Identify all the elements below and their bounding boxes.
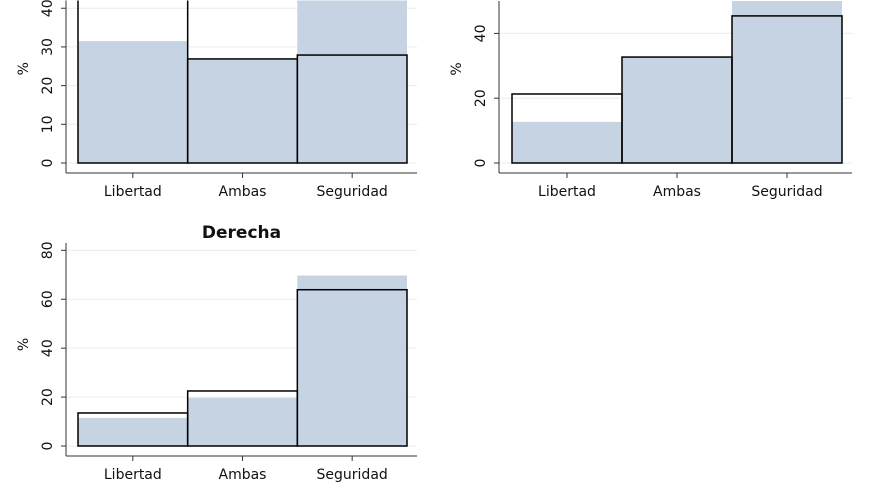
bar bbox=[78, 417, 188, 446]
bar bbox=[187, 397, 298, 446]
x-tick-label: Ambas bbox=[219, 184, 267, 200]
x-tick-label: Ambas bbox=[219, 467, 267, 483]
y-tick-label: 60 bbox=[40, 290, 56, 308]
x-tick-label: Seguridad bbox=[751, 184, 822, 200]
y-tick-label: 80 bbox=[40, 241, 56, 259]
bar bbox=[296, 54, 408, 164]
y-tick-label: 0 bbox=[40, 442, 56, 451]
panel: 0 20 40 Libertad Ambas Seguridad% bbox=[449, 1, 852, 200]
y-tick-label: 0 bbox=[40, 159, 56, 168]
x-tick-label: Libertad bbox=[104, 184, 162, 200]
bar bbox=[296, 288, 408, 447]
x-tick-label: Seguridad bbox=[317, 467, 388, 483]
bar bbox=[78, 41, 188, 163]
panel: 0 10 20 30 40 Libertad Ambas Seguridad% bbox=[16, 0, 417, 200]
y-tick-label: 30 bbox=[40, 38, 56, 56]
x-tick-label: Libertad bbox=[538, 184, 596, 200]
bar bbox=[622, 57, 732, 163]
x-tick-label: Ambas bbox=[653, 184, 701, 200]
y-axis-label: % bbox=[16, 62, 32, 75]
y-tick-label: 20 bbox=[40, 388, 56, 406]
y-tick-label: 0 bbox=[473, 159, 489, 168]
y-tick-label: 40 bbox=[473, 24, 489, 42]
y-tick-label: 40 bbox=[40, 0, 56, 17]
chart-title: Derecha bbox=[202, 223, 281, 243]
bar bbox=[731, 15, 843, 164]
x-tick-label: Libertad bbox=[104, 467, 162, 483]
bar bbox=[187, 58, 298, 163]
y-tick-label: 40 bbox=[40, 339, 56, 357]
panel: 0 20 40 60 80 Libertad Ambas Seguridad% Derecha bbox=[16, 223, 417, 483]
x-tick-label: Seguridad bbox=[317, 184, 388, 200]
y-tick-label: 20 bbox=[40, 77, 56, 95]
bar bbox=[297, 0, 407, 164]
y-axis-label: % bbox=[16, 338, 32, 351]
bar bbox=[297, 275, 407, 446]
bar bbox=[732, 1, 842, 163]
y-tick-label: 10 bbox=[40, 115, 56, 133]
bar bbox=[512, 121, 622, 163]
y-axis-label: % bbox=[449, 62, 465, 75]
y-tick-label: 20 bbox=[473, 89, 489, 107]
